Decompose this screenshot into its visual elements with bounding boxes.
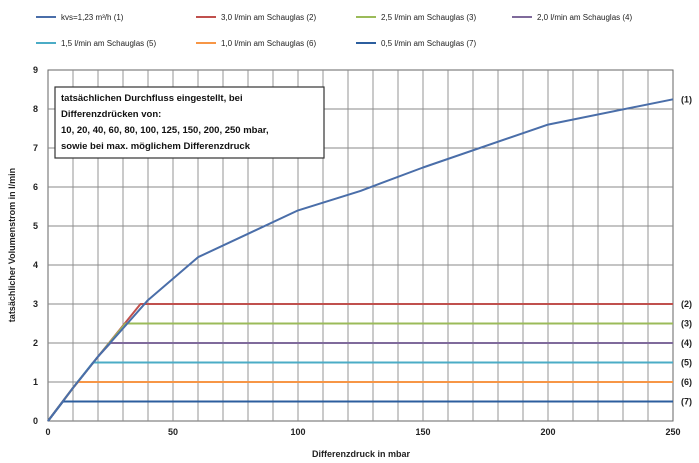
- legend-label-5: 1,5 l/min am Schauglas (5): [61, 39, 156, 48]
- y-tick-label: 1: [33, 377, 38, 387]
- annotation-box: tatsächlichen Durchfluss eingestellt, be…: [54, 86, 325, 159]
- annotation-line-3: 10, 20, 40, 60, 80, 100, 125, 150, 200, …: [61, 125, 269, 136]
- y-tick-label: 0: [33, 416, 38, 426]
- x-tick-label: 250: [665, 427, 680, 437]
- x-tick-label: 100: [290, 427, 305, 437]
- y-tick-label: 9: [33, 65, 38, 75]
- y-tick-label: 5: [33, 221, 38, 231]
- ticks: 0 50 100 150 200 250 0 1 2 3 4 5 6 7 8 9: [33, 65, 681, 437]
- series-tag-7: (7): [681, 397, 692, 407]
- y-tick-label: 3: [33, 299, 38, 309]
- legend: kvs=1,23 m³/h (1) 3,0 l/min am Schauglas …: [36, 13, 632, 48]
- series-tag-4: (4): [681, 338, 692, 348]
- y-tick-label: 4: [33, 260, 38, 270]
- y-tick-label: 2: [33, 338, 38, 348]
- series-layer: [47, 98, 674, 422]
- legend-label-6: 1,0 l/min am Schauglas (6): [221, 39, 316, 48]
- x-tick-label: 0: [45, 427, 50, 437]
- annotation-line-4: sowie bei max. möglichem Differenzdruck: [61, 141, 251, 152]
- legend-label-4: 2,0 l/min am Schauglas (4): [537, 13, 632, 22]
- series-tag-1: (1): [681, 94, 692, 104]
- series-tag-3: (3): [681, 319, 692, 329]
- x-tick-label: 150: [415, 427, 430, 437]
- annotation-line-2: Differenzdrücken von:: [61, 109, 161, 120]
- y-tick-label: 7: [33, 143, 38, 153]
- legend-label-3: 2,5 l/min am Schauglas (3): [381, 13, 476, 22]
- series-line-1: [47, 98, 674, 422]
- y-tick-label: 6: [33, 182, 38, 192]
- series-tag-6: (6): [681, 377, 692, 387]
- y-axis-label: tatsächlicher Volumenstrom in l/min: [7, 168, 17, 322]
- y-tick-label: 8: [33, 104, 38, 114]
- legend-label-1: kvs=1,23 m³/h (1): [61, 13, 124, 22]
- legend-label-7: 0,5 l/min am Schauglas (7): [381, 39, 476, 48]
- legend-label-2: 3,0 l/min am Schauglas (2): [221, 13, 316, 22]
- annotation-line-1: tatsächlichen Durchfluss eingestellt, be…: [61, 93, 243, 104]
- series-tags: (1) (2) (3) (4) (5) (6) (7): [681, 94, 692, 406]
- x-axis-label: Differenzdruck in mbar: [312, 449, 411, 459]
- series-tag-5: (5): [681, 358, 692, 368]
- x-tick-label: 50: [168, 427, 178, 437]
- series-tag-2: (2): [681, 299, 692, 309]
- x-tick-label: 200: [540, 427, 555, 437]
